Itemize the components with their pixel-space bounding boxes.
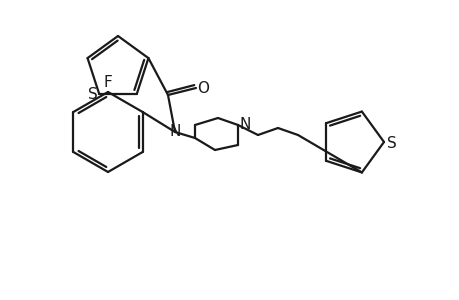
Text: S: S (88, 87, 98, 102)
Text: N: N (240, 116, 251, 131)
Text: N: N (169, 124, 180, 139)
Text: F: F (103, 74, 112, 89)
Text: O: O (196, 80, 208, 95)
Text: S: S (386, 136, 396, 151)
